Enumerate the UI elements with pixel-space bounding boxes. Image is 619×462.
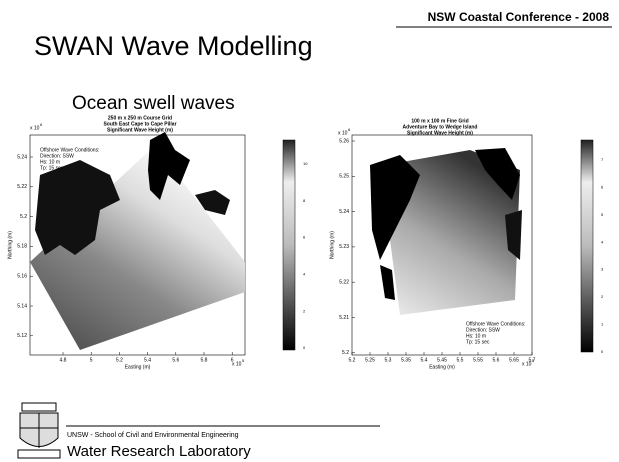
colorbar-tick-label: 1 (601, 321, 604, 326)
y-axis-label: Northing (m) (329, 231, 335, 259)
y-tick-label: 5.22 (339, 280, 349, 286)
slide-title: SWAN Wave Modelling (34, 31, 313, 61)
y-tick-label: 5.16 (17, 274, 27, 280)
x-tick-label: 5.2 (116, 357, 123, 363)
colorbar-tick-label: 2 (303, 308, 306, 313)
x-exponent: x 10 (522, 361, 532, 367)
x-tick-label: 5.8 (201, 357, 208, 363)
colorbar-tick-label: 0 (601, 349, 604, 354)
y-tick-label: 5.25 (339, 174, 349, 180)
x-tick-label: 5.55 (473, 357, 483, 363)
slide-subtitle: Ocean swell waves (72, 93, 235, 114)
x-tick-label: 5.6 (493, 357, 500, 363)
colorbar-2 (581, 140, 593, 352)
colorbar-tick-label: 10 (303, 161, 308, 166)
y-tick-label: 5.12 (17, 333, 27, 339)
x-tick-label: 5.3 (385, 357, 392, 363)
lab-name: Water Research Laboratory (67, 443, 251, 460)
x-tick-label: 5.2 (349, 357, 356, 363)
y-tick-label: 5.18 (17, 244, 27, 250)
colorbar-tick-label: 8 (303, 198, 306, 203)
x-axis-label: Easting (m) (429, 364, 455, 370)
y-exponent-power: 6 (348, 127, 351, 132)
x-tick-label: 5.35 (401, 357, 411, 363)
y-exponent: x 10 (338, 130, 348, 136)
colorbar-tick-label: 4 (601, 239, 604, 244)
y-tick-label: 5.23 (339, 244, 349, 250)
conference-name: NSW Coastal Conference - 2008 (428, 10, 610, 24)
colorbar-tick-label: 7 (601, 157, 604, 162)
colorbar-tick-label: 3 (601, 267, 604, 272)
y-tick-label: 5.22 (17, 184, 27, 190)
y-tick-label: 5.24 (17, 154, 27, 160)
y-tick-label: 5.21 (339, 315, 349, 321)
y-tick-label: 5.24 (339, 209, 349, 215)
colorbar-tick-label: 5 (601, 212, 604, 217)
y-exponent-power: 6 (40, 122, 43, 127)
panel-title: Significant Wave Height (m) (107, 127, 173, 133)
colorbar-tick-label: 6 (601, 184, 604, 189)
x-axis-label: Easting (m) (125, 364, 151, 370)
y-tick-label: 5.26 (339, 138, 349, 144)
colorbar-tick-label: 2 (601, 294, 604, 299)
y-tick-label: 5.2 (20, 214, 27, 220)
colorbar-tick-label: 0 (303, 345, 306, 350)
y-tick-label: 5.14 (17, 303, 27, 309)
page: NSW Coastal Conference - 2008 SWAN Wave … (0, 0, 619, 462)
x-tick-label: 5.4 (144, 357, 151, 363)
panel-title: Significant Wave Height (m) (407, 130, 473, 136)
x-tick-label: 5.25 (365, 357, 375, 363)
y-tick-label: 5.2 (342, 350, 349, 356)
colorbar-tick-label: 6 (303, 235, 306, 240)
colorbar-tick-label: 4 (303, 271, 306, 276)
y-axis-label: Northing (m) (7, 231, 13, 259)
wave-conditions: Tp: 15 sec (40, 165, 64, 171)
y-exponent: x 10 (30, 125, 40, 131)
colorbar-1 (283, 140, 295, 350)
x-tick-label: 4.8 (60, 357, 67, 363)
slide: NSW Coastal Conference - 2008 SWAN Wave … (0, 0, 619, 462)
x-tick-label: 5.6 (172, 357, 179, 363)
x-tick-label: 5.45 (437, 357, 447, 363)
x-tick-label: 5.4 (421, 357, 428, 363)
x-exponent-power: 5 (242, 358, 245, 363)
x-tick-label: 5.5 (457, 357, 464, 363)
x-tick-label: 5 (90, 357, 93, 363)
x-exponent: x 10 (232, 361, 242, 367)
x-tick-label: 5.65 (509, 357, 519, 363)
wave-conditions: Tp: 15 sec (466, 339, 490, 345)
unsw-logo (18, 403, 60, 458)
school-name: UNSW - School of Civil and Environmental… (67, 432, 239, 439)
